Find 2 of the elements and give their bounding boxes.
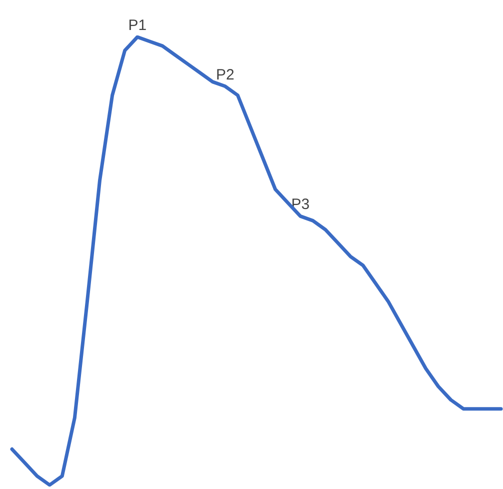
annotation: P2 [216, 66, 234, 84]
annotation: P1 [128, 17, 147, 34]
